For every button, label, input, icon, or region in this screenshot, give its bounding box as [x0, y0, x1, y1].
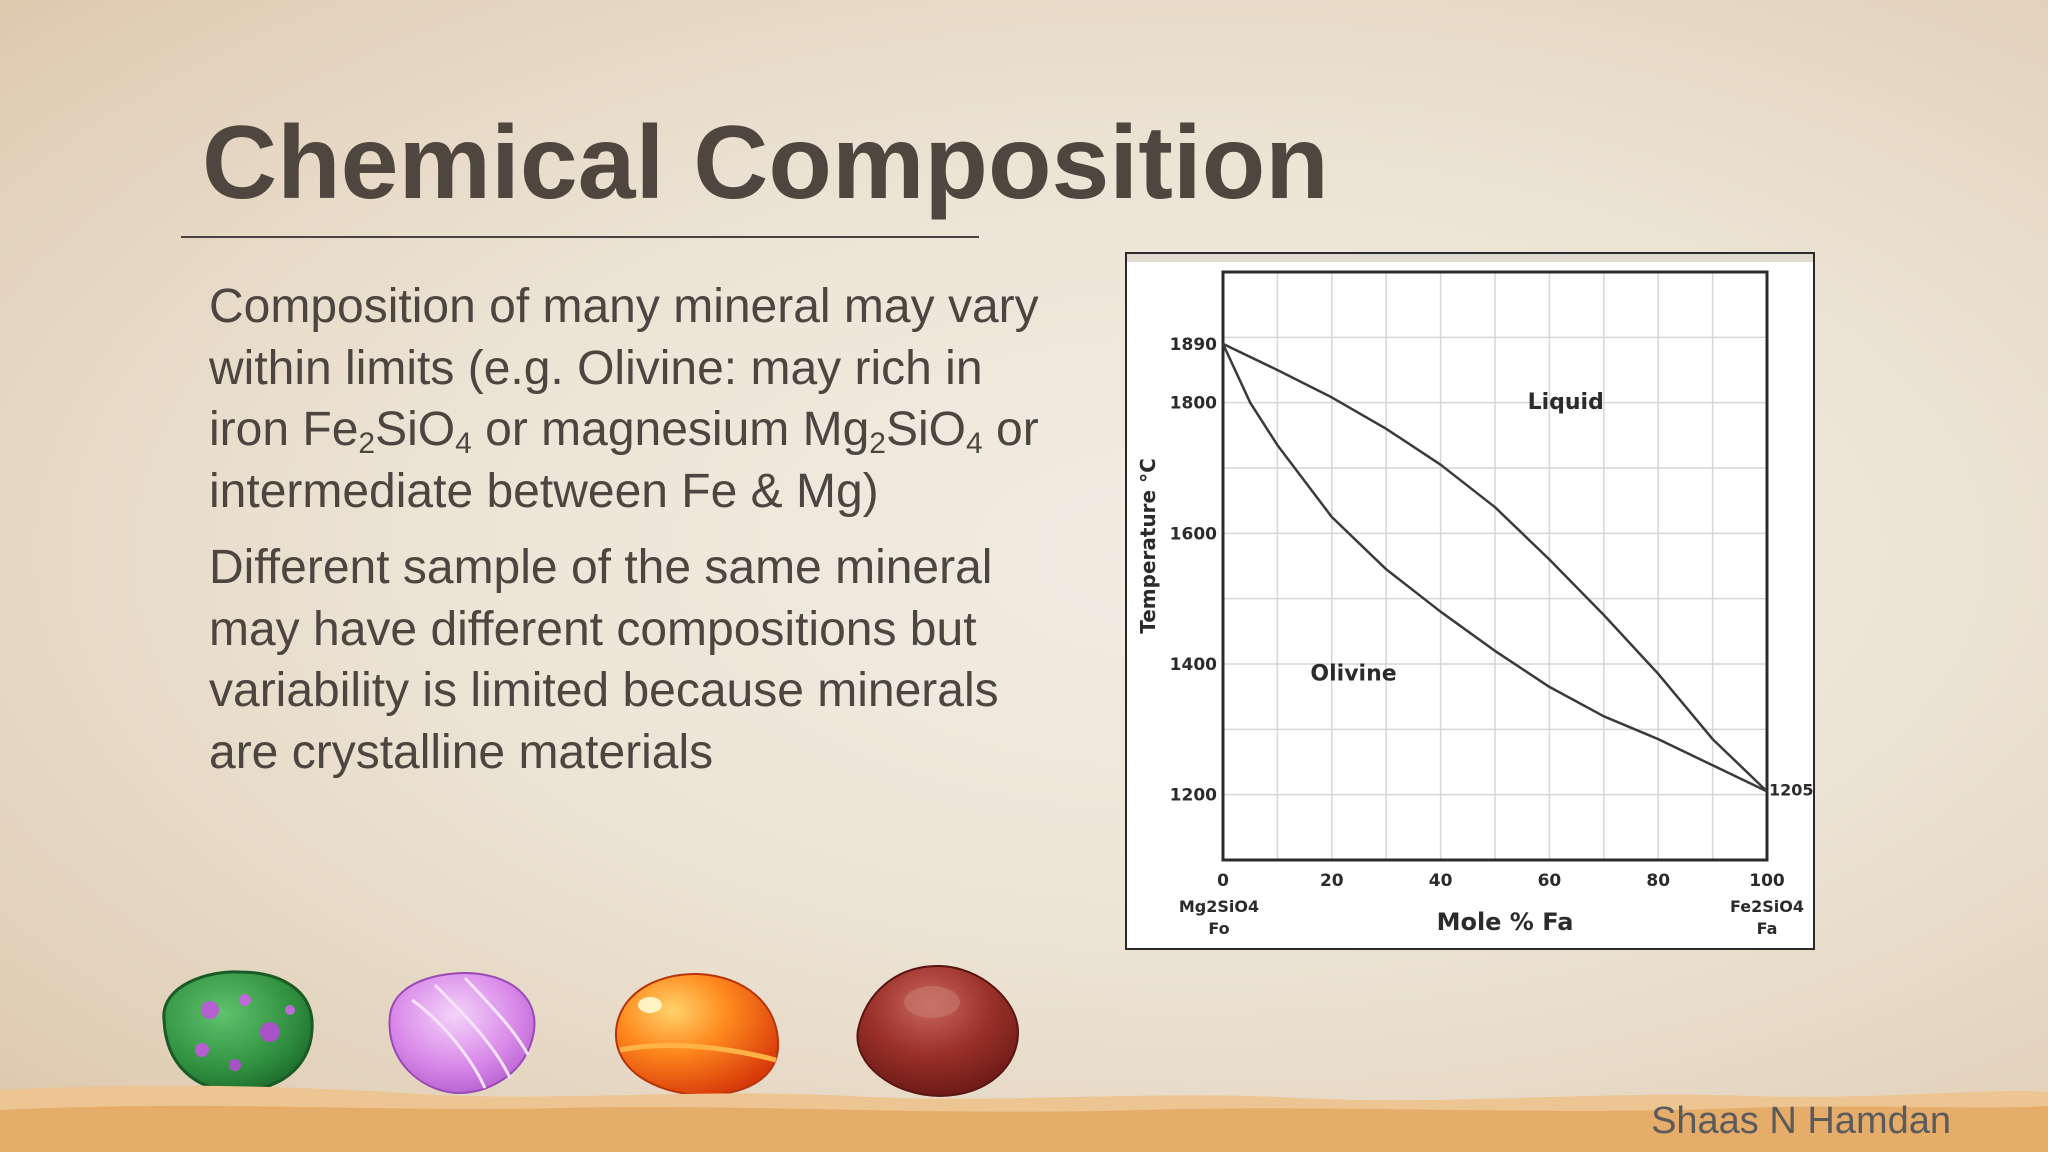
x-tick-label: 20 — [1320, 871, 1344, 891]
x-tick-label: 60 — [1538, 871, 1562, 891]
x-tick-label: 100 — [1749, 871, 1785, 891]
body-text: Composition of many mineral may vary wit… — [209, 276, 1039, 798]
desert-ground — [0, 1085, 2048, 1152]
subscript: 4 — [455, 427, 472, 460]
x-axis-label: Mole % Fa — [1437, 908, 1574, 936]
author-credit: Shaas N Hamdan — [1651, 1100, 1951, 1142]
endpoint-label: 1205 — [1769, 780, 1813, 799]
phase-diagram-chart: 0 20 40 60 80 100 1200 1400 1600 1800 1890 Mole % F… — [1136, 270, 1813, 938]
figure-top-strip — [1127, 254, 1813, 262]
violet-gem-icon — [388, 972, 536, 1095]
text-run: SiO — [885, 403, 966, 456]
series-line-liquidus — [1222, 342, 1768, 793]
subscript: 4 — [965, 427, 983, 460]
y-tick-label: 1600 — [1170, 524, 1217, 544]
y-axis-label: Temperature °C — [1136, 458, 1160, 634]
subscript: 2 — [358, 427, 376, 460]
x-end-right-abbrev: Fa — [1757, 919, 1778, 938]
x-tick-label: 80 — [1646, 871, 1670, 891]
x-end-right-formula: Fe2SiO4 — [1730, 897, 1804, 916]
text-run: or magnesium Mg — [471, 403, 870, 456]
gemstones-row — [162, 964, 1020, 1098]
x-end-left-formula: Mg2SiO4 — [1179, 897, 1259, 916]
y-tick-label: 1890 — [1170, 335, 1217, 355]
text-run: or intermediate between Fe & Mg) — [209, 403, 1039, 518]
slide-title: Chemical Composition — [202, 105, 1329, 221]
x-tick-label: 40 — [1429, 871, 1453, 891]
green-gem-icon — [162, 970, 314, 1093]
region-label: Liquid — [1528, 390, 1604, 415]
series-line-solidus — [1221, 343, 1768, 793]
y-tick-label: 1800 — [1170, 394, 1217, 414]
text-run: SiO — [375, 403, 456, 456]
red-gem-icon — [856, 964, 1020, 1098]
title-underline — [181, 236, 979, 238]
region-label: Olivine — [1310, 661, 1396, 686]
orange-gem-icon — [614, 972, 780, 1097]
subscript: 2 — [869, 427, 886, 460]
text-run: Composition of many mineral may vary wit… — [209, 280, 1039, 456]
paragraph-composition: Composition of many mineral may vary wit… — [209, 276, 1039, 522]
y-tick-label: 1200 — [1170, 786, 1217, 806]
y-tick-label: 1400 — [1170, 655, 1217, 675]
x-end-left-abbrev: Fo — [1208, 919, 1229, 938]
phase-diagram-figure: 0 20 40 60 80 100 1200 1400 1600 1800 1890 Mole % F… — [1125, 252, 1815, 950]
plot-frame — [1221, 270, 1769, 862]
paragraph-variability: Different sample of the same mineral may… — [209, 541, 999, 779]
x-tick-label: 0 — [1217, 871, 1229, 891]
